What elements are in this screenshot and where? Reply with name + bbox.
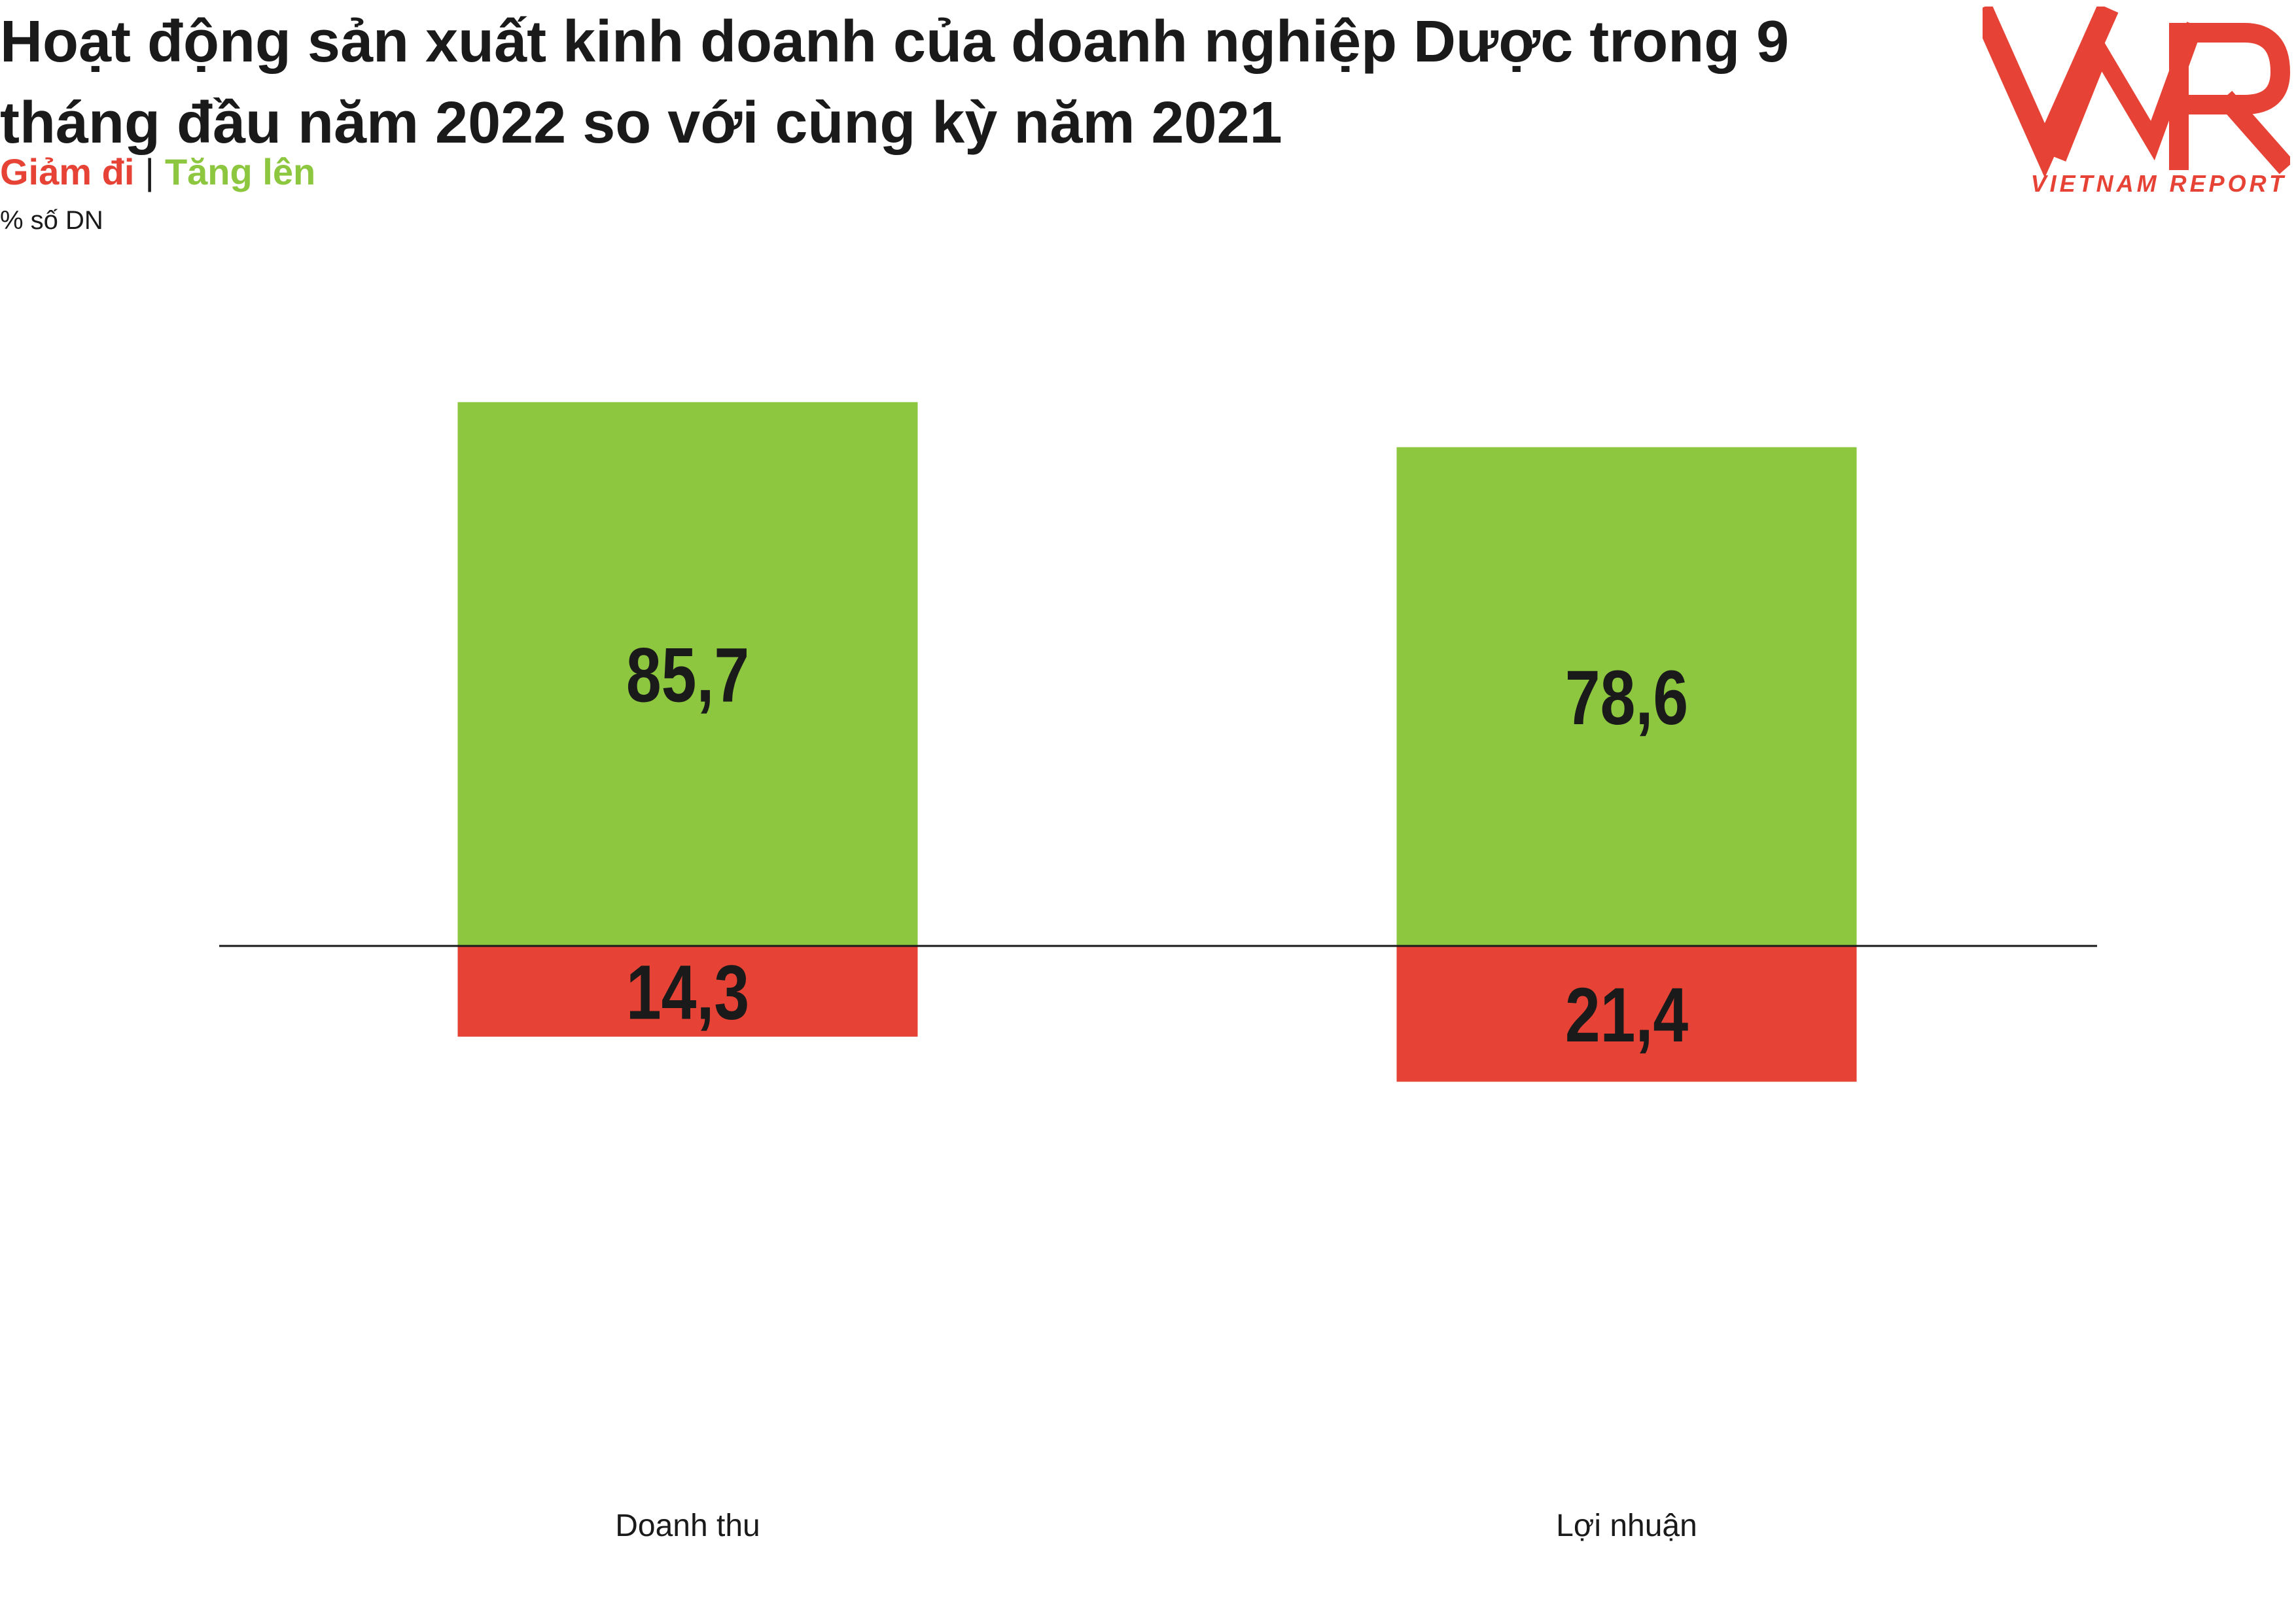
legend-decrease: Giảm đi	[0, 151, 135, 192]
data-label-decrease: 21,4	[1565, 971, 1688, 1058]
vnr-logo-tagline: VIETNAM REPORT	[2031, 170, 2287, 196]
unit-label: % số DN	[0, 206, 103, 235]
chart-title: Hoạt động sản xuất kinh doanh của doanh …	[0, 9, 1790, 156]
legend-separator: |	[145, 151, 154, 192]
vietnam-report-logo: VIETNAM REPORT	[1983, 7, 2290, 196]
legend: Giảm đi | Tăng lên	[0, 149, 315, 195]
category-label: Lợi nhuận	[1556, 1509, 1697, 1543]
data-label-increase: 78,6	[1565, 654, 1688, 741]
bar-increase	[457, 402, 918, 946]
data-label-increase: 85,7	[626, 631, 749, 718]
chart-marks: 85,7 14,3 Doanh thu 78,6 21,4 Lợi nhuận	[219, 402, 2097, 1543]
vnr-logo-mark	[1983, 7, 2290, 178]
data-label-decrease: 14,3	[626, 949, 749, 1035]
bar-decrease	[457, 946, 918, 1037]
category-label: Doanh thu	[615, 1509, 760, 1543]
bar-decrease	[1396, 946, 1857, 1082]
bar-increase	[1396, 447, 1857, 946]
legend-increase: Tăng lên	[164, 151, 316, 192]
